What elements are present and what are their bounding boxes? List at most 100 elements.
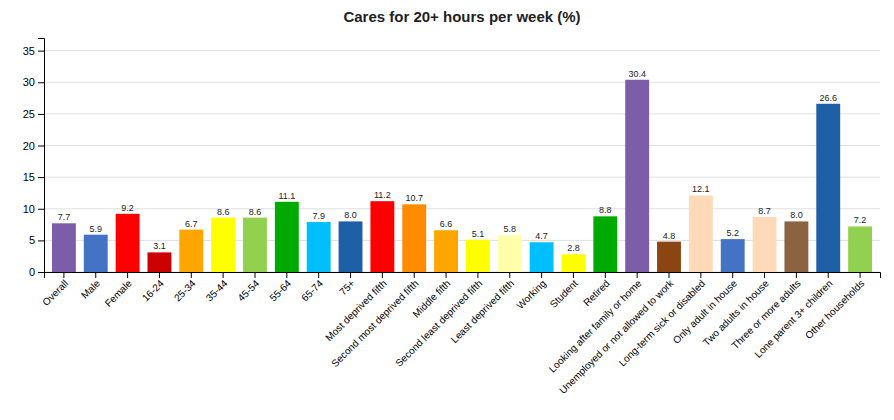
- y-tick: 15: [23, 171, 44, 183]
- y-tick-mark: [38, 240, 44, 241]
- x-tick-mark: [637, 272, 638, 278]
- x-tick: Overall: [40, 272, 70, 308]
- data-label: 30.4: [628, 69, 646, 79]
- bar: [402, 204, 426, 272]
- y-tick-label: 25: [23, 108, 35, 120]
- y-tick-mark: [38, 146, 44, 147]
- grid: [44, 51, 880, 272]
- data-label: 5.2: [726, 228, 739, 238]
- data-label: 5.9: [89, 224, 102, 234]
- x-tick: Student: [548, 272, 580, 310]
- bar: [530, 242, 554, 272]
- bar: [370, 201, 394, 272]
- x-tick-label: Student: [548, 278, 580, 310]
- y-tick: 30: [23, 76, 44, 88]
- bar: [689, 195, 713, 272]
- bar: [434, 230, 458, 272]
- y-tick-mark: [38, 51, 44, 52]
- x-tick-label: Working: [514, 278, 548, 312]
- y-tick-label: 0: [29, 266, 35, 278]
- x-tick-label: Overall: [40, 278, 70, 308]
- x-tick: Retired: [581, 272, 612, 308]
- data-label: 5.8: [504, 224, 517, 234]
- y-tick: 20: [23, 140, 44, 152]
- x-tick-mark: [127, 272, 128, 278]
- data-label: 26.6: [819, 93, 837, 103]
- data-label: 8.7: [758, 206, 771, 216]
- y-tick: 25: [23, 108, 44, 120]
- y-tick-label: 5: [29, 234, 35, 246]
- data-label: 7.7: [58, 212, 71, 222]
- x-tick-mark: [732, 272, 733, 278]
- x-tick: 45-54: [235, 272, 261, 304]
- x-tick: Other households: [803, 272, 867, 341]
- x-tick-mark: [509, 272, 510, 278]
- data-label: 5.1: [472, 229, 485, 239]
- grid-line: [44, 82, 880, 83]
- data-label: 8.6: [217, 207, 230, 217]
- bar: [243, 218, 267, 272]
- bar: [593, 216, 617, 272]
- data-label: 4.8: [663, 231, 676, 241]
- bar: [657, 242, 681, 272]
- x-tick-label: 25-34: [172, 277, 198, 303]
- x-tick: 65-74: [299, 272, 325, 304]
- y-tick-mark: [38, 177, 44, 178]
- data-label: 7.2: [854, 215, 867, 225]
- x-tick-mark: [764, 272, 765, 278]
- bar: [721, 239, 745, 272]
- grid-line: [44, 113, 880, 114]
- y-tick-mark: [38, 209, 44, 210]
- data-label: 8.6: [249, 207, 262, 217]
- x-tick: 25-34: [172, 272, 198, 304]
- bar: [466, 240, 490, 272]
- grid-line: [44, 177, 880, 178]
- x-axis-line: [45, 273, 881, 279]
- x-tick-mark: [286, 272, 287, 278]
- x-tick-label: 75+: [337, 278, 357, 298]
- x-tick-mark: [828, 272, 829, 278]
- x-tick-label: Retired: [581, 278, 612, 309]
- x-tick-mark: [605, 272, 606, 278]
- data-label: 8.0: [344, 210, 357, 220]
- data-label: 7.9: [312, 211, 325, 221]
- x-tick: 35-44: [204, 272, 230, 304]
- x-tick-mark: [541, 272, 542, 278]
- bar: [339, 221, 363, 272]
- x-tick-label: Unemployed or not allowed to work: [557, 277, 676, 396]
- x-tick-mark: [223, 272, 224, 278]
- data-label: 11.1: [278, 191, 295, 201]
- bar: [84, 235, 108, 272]
- x-tick-mark: [446, 272, 447, 278]
- data-label: 6.6: [440, 219, 453, 229]
- bar: [848, 226, 872, 272]
- bar: [148, 252, 172, 272]
- x-tick: Working: [514, 272, 548, 311]
- y-tick-label: 15: [23, 171, 35, 183]
- x-tick-mark: [700, 272, 701, 278]
- x-tick: Female: [103, 272, 135, 309]
- data-label: 11.2: [374, 190, 391, 200]
- x-tick-label: Male: [79, 277, 102, 300]
- bar: [275, 202, 299, 272]
- x-tick-label: 35-44: [204, 277, 230, 303]
- data-label: 3.1: [153, 241, 166, 251]
- x-tick-label: 55-64: [267, 277, 293, 303]
- y-tick-mark: [38, 82, 44, 83]
- y-tick-label: 10: [23, 203, 35, 215]
- x-tick-mark: [573, 272, 574, 278]
- data-label: 9.2: [121, 203, 134, 213]
- grid-line: [44, 145, 880, 146]
- data-labels: 7.75.99.23.16.78.68.611.17.98.011.210.76…: [58, 69, 867, 254]
- x-tick-mark: [159, 272, 160, 278]
- x-tick-mark: [414, 272, 415, 278]
- y-axis-line: [38, 39, 45, 273]
- x-tick: 75+: [337, 272, 357, 297]
- y-tick-mark: [38, 272, 44, 273]
- bar: [211, 218, 235, 272]
- x-tick-label: Least deprived fifth: [449, 278, 517, 346]
- bar: [753, 217, 777, 272]
- bar: [307, 222, 331, 272]
- grid-line: [44, 208, 880, 209]
- x-tick-mark: [382, 272, 383, 278]
